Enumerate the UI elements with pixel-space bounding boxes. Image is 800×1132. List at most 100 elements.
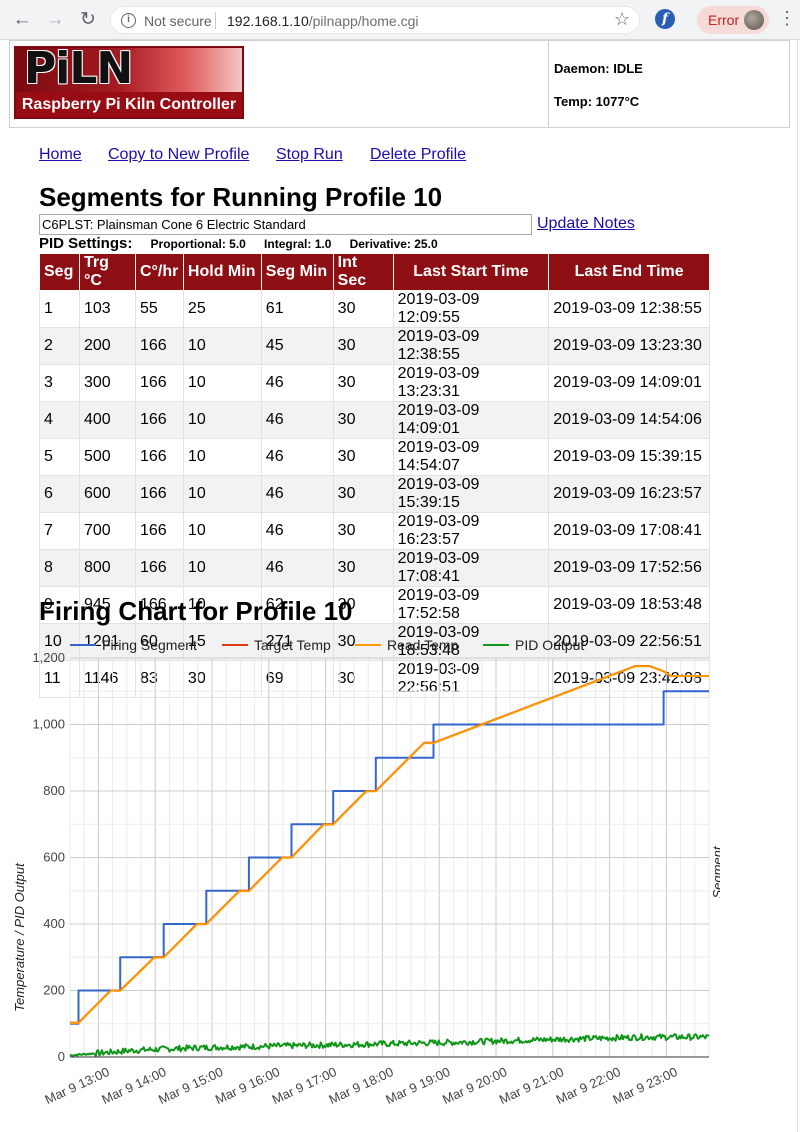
legend-label: Target Temp bbox=[254, 637, 331, 653]
table-cell: 30 bbox=[332, 475, 394, 513]
read-temp-line bbox=[70, 665, 709, 1025]
table-row: 2 200 166 10 45 30 2019-03-09 12:38:55 2019-03-… bbox=[39, 327, 710, 365]
table-cell: 30 bbox=[332, 512, 394, 550]
table-cell: 2019-03-09 22:56:51 bbox=[548, 623, 710, 661]
table-cell: 2019-03-09 14:09:01 bbox=[392, 401, 550, 439]
reload-icon[interactable]: ↻ bbox=[80, 9, 96, 30]
table-cell: 2019-03-09 14:54:06 bbox=[548, 401, 710, 439]
bookmark-star-icon[interactable]: ☆ bbox=[614, 9, 631, 29]
url-host: 192.168.1.10 bbox=[227, 13, 309, 29]
column-header: Seg bbox=[39, 253, 80, 291]
table-cell: 166 bbox=[134, 549, 184, 587]
legend-label: PID Output bbox=[515, 637, 584, 653]
y-tick-label: 1,000 bbox=[32, 717, 65, 732]
column-header: Trg °C bbox=[78, 253, 136, 291]
forward-arrow-icon[interactable]: → bbox=[45, 9, 65, 30]
table-cell: 2019-03-09 17:08:41 bbox=[548, 512, 710, 550]
column-header: Seg Min bbox=[260, 253, 334, 291]
table-cell: 30 bbox=[332, 327, 394, 365]
pid-label: PID Settings: bbox=[39, 235, 133, 252]
table-cell: 166 bbox=[134, 586, 184, 624]
logo-wordmark: PiLN bbox=[24, 46, 133, 94]
table-cell: 300 bbox=[78, 364, 136, 402]
url-text[interactable]: 192.168.1.10/pilnapp/home.cgi bbox=[227, 13, 419, 29]
table-cell: 60 bbox=[134, 623, 184, 661]
menu-kebab-icon[interactable]: ⋮ bbox=[778, 8, 796, 28]
column-header: Hold Min bbox=[182, 253, 262, 291]
table-cell: 7 bbox=[39, 512, 80, 550]
table-cell: 2019-03-09 17:08:41 bbox=[392, 549, 550, 587]
table-cell: 2019-03-09 15:39:15 bbox=[548, 438, 710, 476]
info-icon[interactable]: i bbox=[121, 13, 136, 28]
back-arrow-icon[interactable]: ← bbox=[12, 9, 32, 30]
table-cell: 400 bbox=[78, 401, 136, 439]
table-row: 7 700 166 10 46 30 2019-03-09 16:23:57 2019-03-… bbox=[39, 512, 710, 550]
column-header: C°/hr bbox=[134, 253, 184, 291]
table-cell: 166 bbox=[134, 475, 184, 513]
table-cell: 62 bbox=[260, 586, 334, 624]
chart-title: Firing Chart for Profile 10 bbox=[39, 596, 353, 626]
table-cell: 700 bbox=[78, 512, 136, 550]
x-tick-label: Mar 9 23:00 bbox=[610, 1064, 679, 1107]
home-link[interactable]: Home bbox=[39, 146, 82, 163]
table-cell: 8 bbox=[39, 549, 80, 587]
column-header: Int Sec bbox=[332, 253, 394, 291]
logo-subtitle: Raspberry Pi Kiln Controller bbox=[16, 92, 242, 117]
table-cell: 30 bbox=[332, 549, 394, 587]
y2-axis-label: Segment bbox=[710, 845, 720, 898]
daemon-status: Daemon: IDLE bbox=[554, 61, 643, 76]
table-row: 4 400 166 10 46 30 2019-03-09 14:09:01 2019-03-… bbox=[39, 401, 710, 439]
table-cell: 2019-03-09 18:53:48 bbox=[548, 586, 710, 624]
table-cell: 2019-03-09 12:38:55 bbox=[548, 290, 710, 328]
table-cell: 166 bbox=[134, 438, 184, 476]
table-cell: 46 bbox=[260, 475, 334, 513]
copy-profile-link[interactable]: Copy to New Profile bbox=[108, 146, 250, 163]
table-row: 1 103 55 25 61 30 2019-03-09 12:09:55 2019-03-0… bbox=[39, 290, 710, 328]
table-cell: 5 bbox=[39, 438, 80, 476]
column-header: Last Start Time bbox=[392, 253, 550, 291]
pid-proportional: Proportional: 5.0 bbox=[150, 237, 246, 251]
table-row: 5 500 166 10 46 30 2019-03-09 14:54:07 2019-03-… bbox=[39, 438, 710, 476]
update-notes-link[interactable]: Update Notes bbox=[537, 215, 635, 232]
table-row: 6 600 166 10 46 30 2019-03-09 15:39:15 2019-03-… bbox=[39, 475, 710, 513]
x-tick-label: Mar 9 19:00 bbox=[383, 1064, 452, 1107]
table-cell: 46 bbox=[260, 364, 334, 402]
table-cell: 55 bbox=[134, 290, 184, 328]
table-cell: 10 bbox=[182, 549, 262, 587]
table-cell: 3 bbox=[39, 364, 80, 402]
error-label: Error bbox=[708, 12, 740, 28]
table-row: 10 1201 60 15 271 30 2019-03-09 18:53:48 2019-0… bbox=[39, 623, 710, 661]
header-table: PiLN Raspberry Pi Kiln Controller Daemon… bbox=[9, 40, 790, 128]
table-row: 8 800 166 10 46 30 2019-03-09 17:08:41 2019-03-… bbox=[39, 549, 710, 587]
y-tick-label: 0 bbox=[58, 1049, 65, 1064]
table-cell: 2019-03-09 12:09:55 bbox=[392, 290, 550, 328]
address-bar[interactable]: i Not secure 192.168.1.10/pilnapp/home.c… bbox=[110, 6, 640, 34]
table-cell: 2019-03-09 17:52:56 bbox=[548, 549, 710, 587]
extension-icon[interactable]: f bbox=[655, 9, 675, 29]
table-cell: 2 bbox=[39, 327, 80, 365]
table-cell: 46 bbox=[260, 438, 334, 476]
header-divider bbox=[548, 41, 549, 127]
table-cell: 800 bbox=[78, 549, 136, 587]
x-tick-label: Mar 9 17:00 bbox=[270, 1064, 339, 1107]
y-tick-label: 800 bbox=[43, 783, 65, 798]
table-cell: 1 bbox=[39, 290, 80, 328]
table-cell: 2019-03-09 13:23:30 bbox=[548, 327, 710, 365]
table-cell: 2019-03-09 17:52:58 bbox=[392, 586, 550, 624]
not-secure-label: Not secure bbox=[144, 13, 212, 29]
notes-input[interactable] bbox=[39, 214, 532, 235]
table-cell: 200 bbox=[78, 327, 136, 365]
table-cell: 45 bbox=[260, 327, 334, 365]
table-cell: 166 bbox=[134, 401, 184, 439]
table-cell: 103 bbox=[78, 290, 136, 328]
x-tick-label: Mar 9 14:00 bbox=[99, 1064, 168, 1107]
delete-profile-link[interactable]: Delete Profile bbox=[370, 146, 467, 163]
table-cell: 166 bbox=[134, 512, 184, 550]
stop-run-link[interactable]: Stop Run bbox=[276, 146, 343, 163]
table-cell: 10 bbox=[182, 401, 262, 439]
profile-error-button[interactable]: Error bbox=[697, 6, 769, 34]
y-tick-label: 600 bbox=[43, 850, 65, 865]
page-edge bbox=[797, 40, 798, 1132]
pid-derivative: Derivative: 25.0 bbox=[349, 237, 438, 251]
table-cell: 46 bbox=[260, 401, 334, 439]
